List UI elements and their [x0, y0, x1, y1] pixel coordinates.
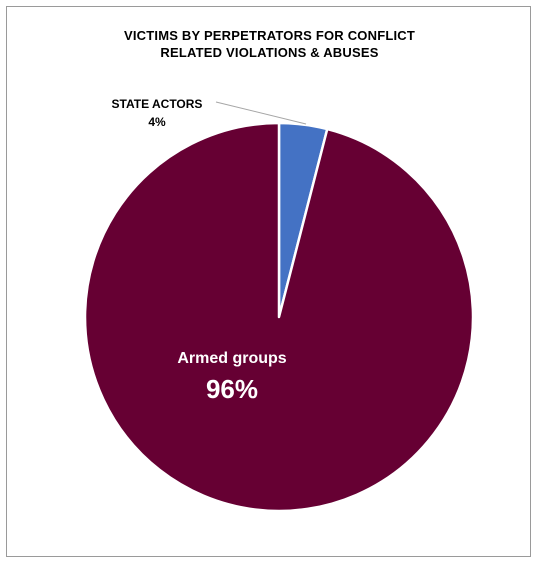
slice-value-armed-groups: 96% [206, 374, 258, 404]
chart-title-line2: RELATED VIOLATIONS & ABUSES [160, 45, 379, 60]
pie-slices [83, 121, 475, 513]
chart-title: VICTIMS BY PERPETRATORS FOR CONFLICT REL… [0, 27, 539, 61]
slice-value-state-actors: 4% [148, 115, 166, 129]
slice-label-armed-groups: Armed groups [177, 350, 286, 367]
pie-slice-armed-groups [83, 121, 475, 513]
chart-title-line1: VICTIMS BY PERPETRATORS FOR CONFLICT [123, 28, 416, 43]
state-actors-leader-line [215, 101, 307, 125]
slice-label-state-actors: STATE ACTORS [112, 97, 203, 111]
